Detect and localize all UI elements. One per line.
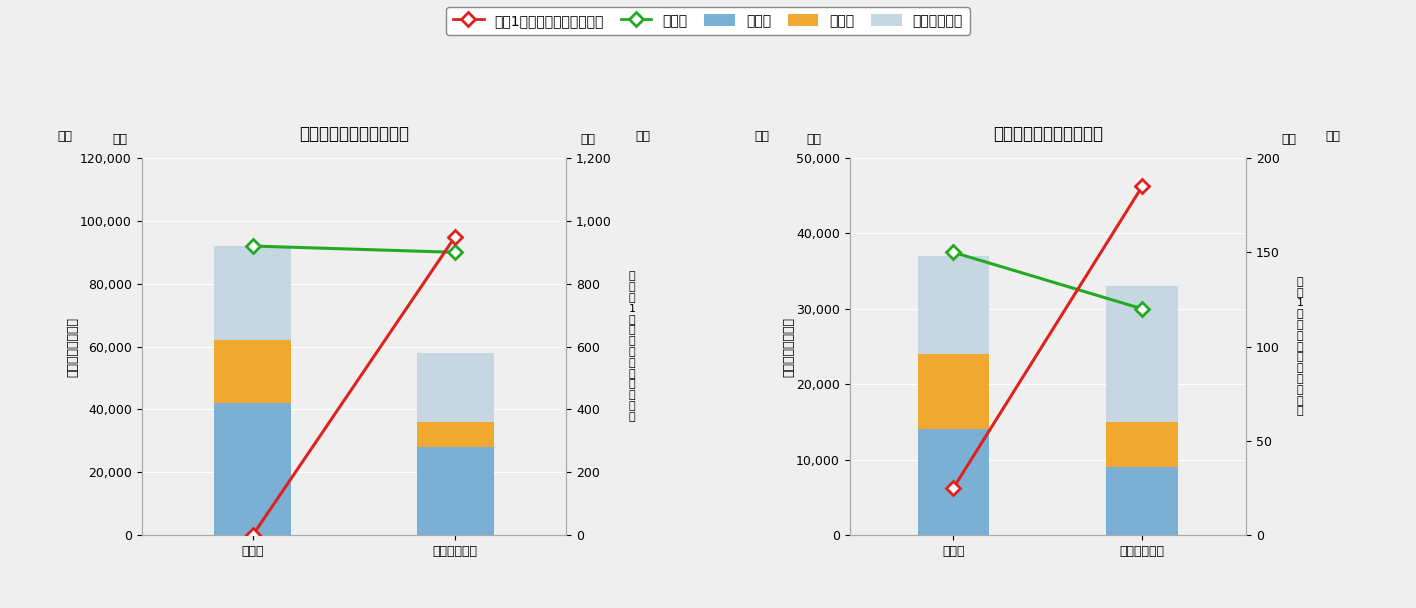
Title: 《沖合底びき網の事例》: 《沖合底びき網の事例》: [993, 125, 1103, 143]
Bar: [214, 246, 292, 340]
Bar: [416, 447, 494, 535]
Text: 万円: 万円: [636, 130, 650, 143]
Text: 万円: 万円: [58, 130, 72, 143]
Bar: [918, 429, 990, 535]
Bar: [1106, 422, 1178, 467]
Text: 万円: 万円: [581, 133, 595, 146]
Bar: [416, 422, 494, 447]
Y-axis label: 生産額・操業経費: 生産額・操業経費: [783, 317, 796, 376]
Text: 万円: 万円: [113, 133, 127, 146]
Text: 万円: 万円: [755, 130, 770, 143]
Bar: [214, 403, 292, 535]
Bar: [1106, 286, 1178, 422]
Text: 万円: 万円: [1281, 133, 1296, 146]
Bar: [1106, 467, 1178, 535]
Y-axis label: 乗
組
1
人
当
た
り
の
付
加
価
値
額: 乗 組 1 人 当 た り の 付 加 価 値 額: [1296, 277, 1303, 416]
Bar: [918, 256, 990, 354]
Bar: [416, 353, 494, 422]
Text: 万円: 万円: [1325, 130, 1341, 143]
Bar: [918, 354, 990, 429]
Text: 万円: 万円: [807, 133, 821, 146]
Bar: [214, 340, 292, 403]
Legend: 乗組1人当たりの付加価値額, 生産額, 人件費, 燃油費, その他の経費: 乗組1人当たりの付加価値額, 生産額, 人件費, 燃油費, その他の経費: [446, 7, 970, 35]
Y-axis label: 生産額・操業経費: 生産額・操業経費: [67, 317, 79, 376]
Title: 《大中型まき網の事例》: 《大中型まき網の事例》: [299, 125, 409, 143]
Y-axis label: 乗
組
呴
1
人
当
た
り
の
付
加
価
値
額: 乗 組 呴 1 人 当 た り の 付 加 価 値 額: [629, 271, 636, 422]
